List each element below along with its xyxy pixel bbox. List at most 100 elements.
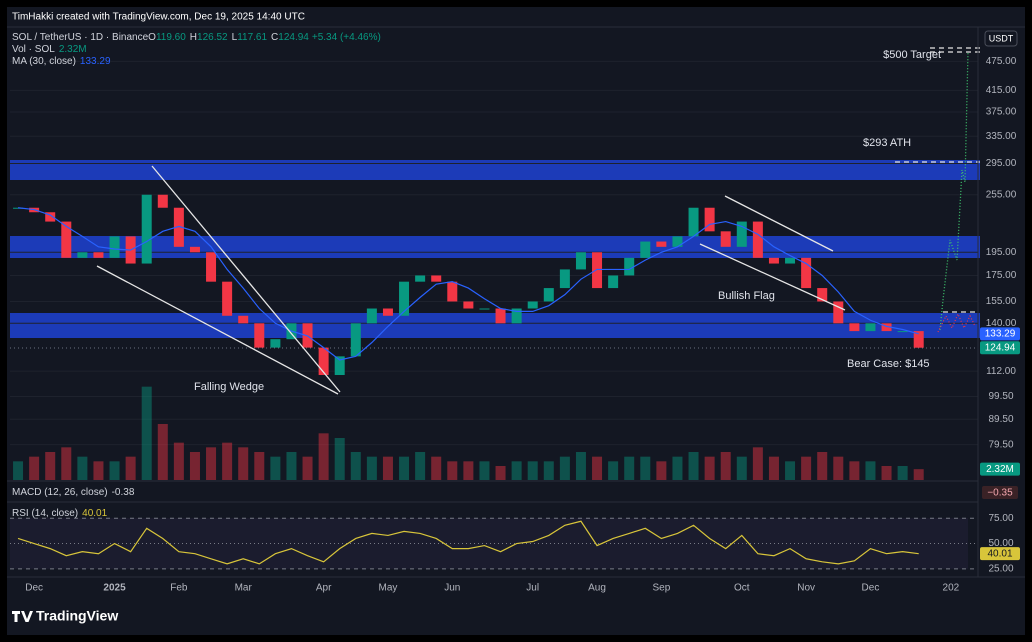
volume-bar bbox=[592, 456, 603, 480]
currency-button[interactable] bbox=[984, 30, 1018, 47]
x-tick-label: Feb bbox=[170, 583, 188, 594]
macd-value: -0.38 bbox=[112, 487, 135, 498]
candle bbox=[801, 257, 812, 289]
annotation: $500 Target bbox=[883, 49, 941, 61]
candle bbox=[543, 288, 554, 302]
logo-mark bbox=[12, 611, 33, 622]
candle bbox=[318, 347, 329, 376]
zone bbox=[10, 236, 980, 258]
candle bbox=[672, 236, 683, 247]
annotation: Falling Wedge bbox=[194, 381, 264, 393]
volume-bar bbox=[656, 461, 667, 480]
y-tick-label: 175.00 bbox=[986, 270, 1017, 281]
brand: TradingView bbox=[36, 608, 118, 624]
rsi-tick-label: 75.00 bbox=[988, 513, 1013, 524]
annotation: Bear Case: $145 bbox=[847, 358, 930, 370]
candle bbox=[913, 331, 924, 348]
candle bbox=[238, 315, 249, 324]
change: +5.34 (+4.46%) bbox=[312, 32, 381, 43]
candle bbox=[624, 257, 635, 276]
candle bbox=[511, 308, 522, 324]
candle bbox=[592, 252, 603, 289]
volume-bar bbox=[527, 461, 538, 480]
candle bbox=[495, 308, 506, 324]
y-tick-label: 195.00 bbox=[986, 247, 1017, 258]
volume-bar bbox=[254, 452, 265, 480]
volume-bar bbox=[817, 452, 828, 480]
candle bbox=[45, 212, 56, 222]
y-tick-label: 255.00 bbox=[986, 189, 1017, 200]
x-tick-label: Mar bbox=[235, 583, 253, 594]
ma-line bbox=[17, 207, 919, 361]
candle bbox=[785, 257, 796, 264]
rsi-label: RSI (14, close) bbox=[12, 508, 78, 519]
volume-bar bbox=[897, 466, 908, 480]
bull-projection bbox=[939, 51, 969, 331]
x-tick-label: Apr bbox=[316, 583, 332, 594]
candle bbox=[157, 194, 168, 208]
ohlc-value: 117.61 bbox=[237, 32, 267, 43]
zone bbox=[10, 160, 980, 180]
candle bbox=[222, 281, 233, 316]
ma-value: 133.29 bbox=[80, 56, 111, 67]
close-last: 124.94 bbox=[985, 342, 1016, 353]
volume-bar bbox=[801, 456, 812, 480]
ohlc-key: O bbox=[148, 32, 156, 43]
candle bbox=[366, 308, 377, 324]
y-tick-label: 99.50 bbox=[988, 391, 1013, 402]
ma-last-box bbox=[980, 327, 1020, 341]
volume-bar bbox=[640, 456, 651, 480]
volume-bar bbox=[77, 456, 88, 480]
candle bbox=[415, 275, 426, 282]
x-tick-label: May bbox=[379, 583, 398, 594]
candle bbox=[399, 281, 410, 316]
candle bbox=[173, 207, 184, 247]
legend-ma: MA (30, close) 133.29 bbox=[12, 56, 111, 67]
volume-bar bbox=[109, 461, 120, 480]
candle bbox=[656, 241, 667, 247]
rsi-line bbox=[17, 520, 919, 565]
candle bbox=[350, 323, 361, 357]
volume-bar bbox=[13, 461, 24, 480]
symbol: SOL / TetherUS · 1D · Binance bbox=[12, 32, 149, 43]
candle bbox=[527, 301, 538, 309]
x-tick-label: Dec bbox=[25, 583, 43, 594]
candle bbox=[189, 246, 200, 253]
volume-bar bbox=[479, 461, 490, 480]
candle bbox=[93, 252, 104, 258]
candle bbox=[897, 331, 908, 333]
volume-bar bbox=[366, 456, 377, 480]
wedge-line bbox=[151, 165, 341, 393]
candle bbox=[206, 252, 217, 282]
volume-bar bbox=[61, 447, 72, 480]
volume-bar bbox=[736, 456, 747, 480]
y-tick-label: 112.00 bbox=[986, 366, 1016, 377]
ma-last: 133.29 bbox=[985, 328, 1016, 339]
footer-logo: TradingView bbox=[12, 608, 118, 624]
volume-bar bbox=[463, 461, 474, 480]
ohlc-key: H bbox=[190, 32, 197, 43]
x-tick-label: 202 bbox=[943, 583, 960, 594]
volume-bar bbox=[752, 447, 763, 480]
currency[interactable]: USDT bbox=[989, 33, 1014, 43]
ohlc-value: 119.60 bbox=[156, 32, 186, 43]
ohlc: O119.60 H126.52 L117.61 C124.94 bbox=[148, 32, 309, 43]
volume-bar bbox=[559, 456, 570, 480]
candle bbox=[849, 323, 860, 332]
y-tick-label: 375.00 bbox=[986, 107, 1017, 118]
candle bbox=[688, 207, 699, 237]
volume-bar bbox=[206, 447, 217, 480]
volume-bar bbox=[688, 452, 699, 480]
wedge-line bbox=[96, 265, 339, 395]
drawings bbox=[96, 47, 980, 395]
volume-bar bbox=[608, 461, 619, 480]
bear-projection bbox=[937, 312, 976, 333]
macd-last: −0.35 bbox=[987, 488, 1013, 499]
volume-bar bbox=[785, 461, 796, 480]
candle bbox=[720, 231, 731, 247]
zone bbox=[10, 313, 980, 338]
volume-bar bbox=[672, 456, 683, 480]
volume-bar bbox=[302, 456, 313, 480]
annotation: $293 ATH bbox=[863, 137, 911, 149]
ma-label: MA (30, close) bbox=[12, 56, 76, 67]
